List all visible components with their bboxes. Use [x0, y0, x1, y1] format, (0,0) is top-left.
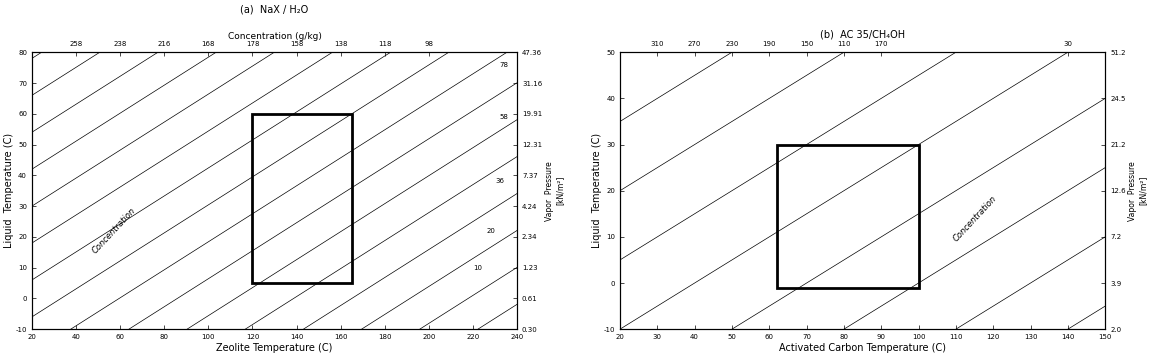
Bar — [776, 145, 918, 288]
Y-axis label: Vapor  Pressure
[kN/m²]: Vapor Pressure [kN/m²] — [1129, 161, 1147, 221]
X-axis label: Zeolite Temperature (C): Zeolite Temperature (C) — [217, 343, 333, 353]
Title: (b)  AC 35/CH₄OH: (b) AC 35/CH₄OH — [820, 29, 905, 39]
Y-axis label: Liquid  Temperature (C): Liquid Temperature (C) — [5, 133, 14, 248]
Text: Concentration: Concentration — [90, 206, 137, 255]
Bar — [252, 114, 351, 283]
Text: 36: 36 — [495, 178, 505, 185]
X-axis label: Concentration (g/kg): Concentration (g/kg) — [228, 32, 321, 41]
Text: 10: 10 — [473, 265, 482, 271]
Y-axis label: Vapor  Pressure
[kN/m²]: Vapor Pressure [kN/m²] — [545, 161, 564, 221]
Text: 20: 20 — [486, 228, 495, 234]
Text: 58: 58 — [500, 114, 508, 120]
Y-axis label: Liquid  Temperature (C): Liquid Temperature (C) — [592, 133, 602, 248]
Title: (a)  NaX / H₂O: (a) NaX / H₂O — [241, 4, 309, 14]
Text: Concentration: Concentration — [952, 194, 998, 243]
X-axis label: Activated Carbon Temperature (C): Activated Carbon Temperature (C) — [779, 343, 946, 353]
Text: 78: 78 — [500, 61, 508, 67]
